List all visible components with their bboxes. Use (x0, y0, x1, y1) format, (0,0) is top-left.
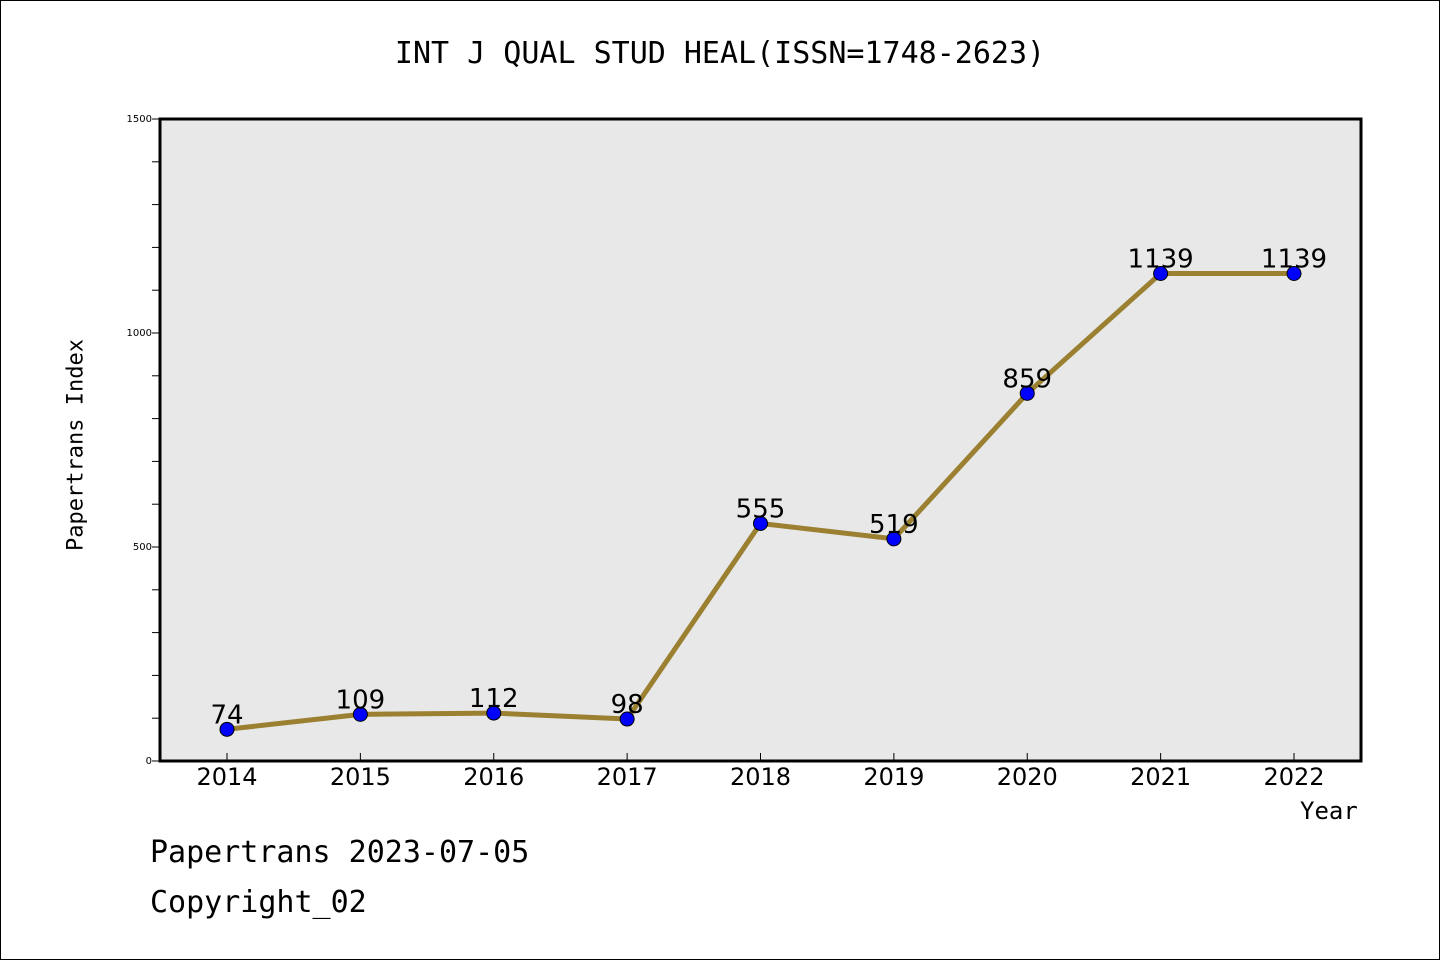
x-tick-label: 2022 (1263, 763, 1324, 791)
y-tick-label: 500 (133, 542, 152, 553)
data-point (753, 515, 768, 531)
data-point (1153, 266, 1169, 282)
data-point (219, 721, 235, 737)
y-tick-label: 1000 (127, 328, 152, 339)
plot-area (160, 119, 1361, 761)
data-labels: 74 109 112 98 555 519 859 1139 1139 (210, 245, 1327, 731)
chart-title: INT J QUAL STUD HEAL(ISSN=1748-2623) (394, 36, 1046, 71)
data-point (886, 531, 902, 547)
x-tick-label: 2017 (597, 763, 658, 791)
data-label: 859 (1002, 364, 1052, 394)
data-label: 1139 (1128, 245, 1194, 275)
data-point (1019, 385, 1035, 401)
x-tick-label: 2015 (330, 763, 391, 791)
data-label: 1139 (1261, 245, 1327, 275)
x-axis: 2014 2015 2016 2017 2018 2019 2020 2021 2022 (196, 753, 1325, 791)
y-axis: 0 500 1000 1500 (127, 114, 160, 767)
data-label: 109 (336, 685, 386, 715)
data-label: 519 (869, 510, 919, 540)
x-tick-label: 2019 (863, 763, 924, 791)
data-label: 112 (469, 684, 519, 714)
data-point (619, 711, 635, 727)
data-label: 74 (210, 700, 243, 730)
plot-border (158, 117, 1363, 763)
x-axis-label: Year (1300, 797, 1358, 825)
x-tick-label: 2014 (196, 763, 257, 791)
series-markers (219, 266, 1302, 737)
footer-date: Papertrans 2023-07-05 (150, 835, 530, 870)
x-tick-label: 2018 (730, 763, 791, 791)
x-tick-label: 2020 (997, 763, 1058, 791)
x-tick-label: 2021 (1130, 763, 1191, 791)
footer-copyright: Copyright_02 (150, 885, 367, 920)
data-label: 555 (736, 494, 786, 524)
data-label: 98 (611, 690, 644, 720)
y-tick-label: 0 (146, 756, 152, 767)
data-point (352, 706, 368, 722)
data-point (1286, 266, 1302, 282)
data-point (486, 705, 502, 721)
x-tick-label: 2016 (463, 763, 524, 791)
y-tick-label: 1500 (127, 114, 152, 125)
y-axis-label: Papertrans Index (63, 339, 89, 551)
